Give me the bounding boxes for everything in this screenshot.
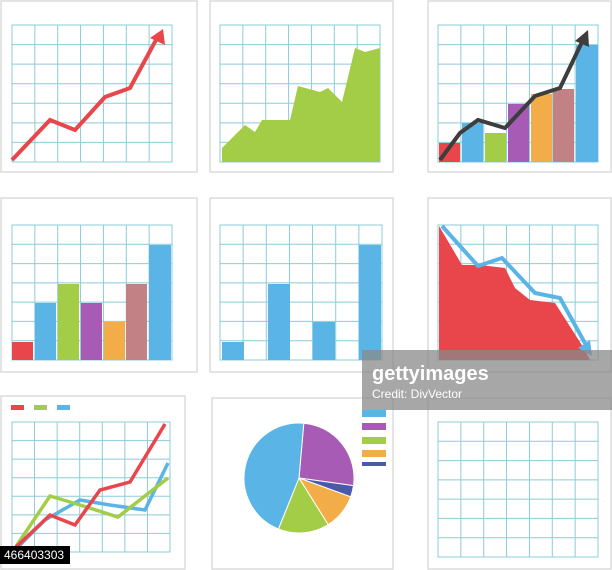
watermark-credit: Credit: DivVector — [372, 387, 462, 401]
bar — [104, 322, 125, 360]
grid — [11, 24, 173, 163]
bar — [126, 284, 147, 360]
trend-line — [438, 41, 584, 162]
panel-frame — [0, 395, 186, 570]
bar — [58, 284, 79, 360]
bar — [81, 303, 102, 360]
trend-line — [10, 39, 158, 162]
line — [13, 476, 170, 549]
bars — [12, 245, 171, 360]
bar — [35, 303, 56, 360]
bars — [439, 45, 598, 162]
image-id: 466403303 — [4, 548, 64, 562]
legend-swatch — [34, 405, 47, 410]
bar — [531, 94, 552, 162]
panel-frame — [427, 397, 612, 570]
image-id-box — [0, 546, 70, 564]
legend-swatch — [362, 423, 386, 430]
line — [13, 423, 167, 550]
grid — [437, 421, 599, 558]
pie-slice — [243, 422, 305, 530]
pie-slice — [298, 422, 355, 487]
arrow-head — [150, 29, 165, 45]
bar — [268, 284, 290, 360]
pie-slice — [277, 476, 329, 534]
trend-line — [440, 224, 588, 346]
area — [222, 48, 380, 162]
bar — [222, 342, 244, 360]
area — [439, 226, 590, 360]
bar — [149, 245, 171, 360]
grid-border — [437, 421, 599, 558]
grid-border — [11, 421, 171, 553]
bar — [313, 322, 335, 360]
legend-swatch — [362, 462, 386, 466]
pie — [243, 422, 355, 534]
bar — [359, 245, 381, 360]
grid-border — [11, 24, 173, 163]
panel-frame — [0, 0, 198, 173]
legend-swatch — [362, 450, 386, 457]
bar — [553, 89, 574, 162]
bars — [222, 245, 381, 360]
legend-swatch — [362, 410, 386, 417]
bar — [462, 123, 483, 162]
grid-border — [219, 224, 383, 361]
legend-swatch — [362, 437, 386, 444]
legend-swatch — [57, 405, 70, 410]
bar — [12, 342, 33, 360]
watermark-brand: gettyimages — [372, 363, 489, 385]
bar — [485, 133, 506, 162]
legend-swatch — [11, 405, 24, 410]
watermark-box — [362, 350, 612, 410]
arrow-head — [575, 30, 589, 47]
bar — [576, 45, 598, 162]
